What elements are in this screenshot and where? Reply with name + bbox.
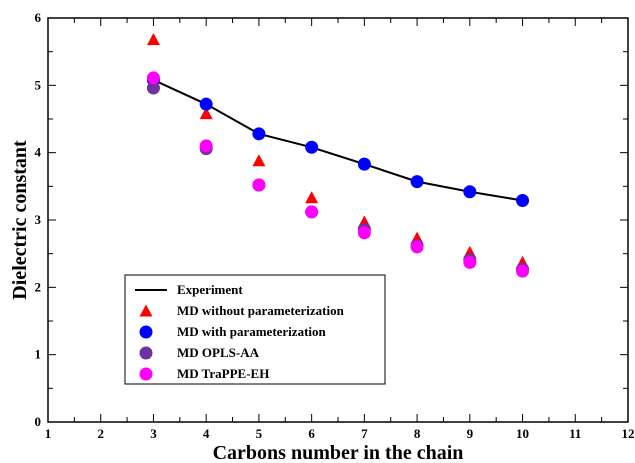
legend-entry: MD OPLS-AA xyxy=(139,345,260,360)
series-md-opls-aa xyxy=(146,81,530,276)
data-point-triangle xyxy=(146,33,160,46)
data-point-circle xyxy=(199,97,213,111)
y-tick-label: 2 xyxy=(35,279,42,294)
legend-label: MD TraPPE-EH xyxy=(177,366,269,381)
series-md-trappe-eh xyxy=(146,71,530,278)
data-point-circle xyxy=(252,127,266,141)
data-point-circle xyxy=(252,178,266,192)
legend-entry: Experiment xyxy=(135,282,243,297)
series-experiment xyxy=(153,79,523,202)
legend-label: Experiment xyxy=(177,282,243,297)
legend-entry: MD with parameterization xyxy=(139,324,327,339)
data-point-circle xyxy=(410,240,424,254)
data-point-circle xyxy=(305,140,319,154)
data-point-circle xyxy=(516,193,530,207)
y-tick-label: 0 xyxy=(35,414,42,429)
x-tick-label: 3 xyxy=(150,426,157,441)
data-point-circle xyxy=(146,81,160,95)
x-tick-label: 1 xyxy=(45,426,52,441)
data-point-triangle xyxy=(199,107,213,120)
x-tick-label: 4 xyxy=(203,426,210,441)
x-tick-label: 11 xyxy=(569,426,581,441)
data-point-triangle xyxy=(252,154,266,167)
legend: Experiment MD without parameterization MD … xyxy=(124,274,386,385)
x-tick-label: 12 xyxy=(622,426,635,441)
legend-circle-marker xyxy=(139,367,153,381)
legend-triangle-marker xyxy=(139,304,153,317)
y-tick-label: 6 xyxy=(35,10,42,25)
series-layer xyxy=(146,33,530,278)
x-tick-label: 6 xyxy=(308,426,315,441)
experiment-line xyxy=(153,79,523,202)
data-point-circle xyxy=(305,205,319,219)
x-tick-label: 10 xyxy=(516,426,529,441)
x-tick-label: 9 xyxy=(467,426,474,441)
x-axis-title: Carbons number in the chain xyxy=(213,442,464,463)
y-tick-label: 1 xyxy=(35,347,42,362)
x-tick-label: 7 xyxy=(361,426,368,441)
data-point-circle xyxy=(463,185,477,199)
legend-circle-marker xyxy=(139,346,153,360)
legend-entry: MD without parameterization xyxy=(139,303,345,318)
legend-label: MD OPLS-AA xyxy=(177,345,260,360)
legend-circle-marker xyxy=(139,325,153,339)
y-tick-label: 4 xyxy=(35,145,42,160)
x-tick-label: 2 xyxy=(97,426,104,441)
data-point-circle xyxy=(516,264,530,278)
x-tick-label: 8 xyxy=(414,426,421,441)
y-tick-label: 3 xyxy=(35,212,42,227)
legend-label: MD without parameterization xyxy=(177,303,345,318)
data-point-triangle xyxy=(305,191,319,204)
data-point-circle xyxy=(357,226,371,240)
data-point-circle xyxy=(357,157,371,171)
legend-label: MD with parameterization xyxy=(177,324,327,339)
data-point-circle xyxy=(146,71,160,85)
data-point-circle xyxy=(199,139,213,153)
legend-box xyxy=(124,274,386,385)
x-tick-label: 5 xyxy=(256,426,263,441)
data-point-circle xyxy=(463,255,477,269)
data-point-circle xyxy=(410,175,424,189)
y-axis-title: Dielectric constant xyxy=(9,140,31,300)
legend-entry: MD TraPPE-EH xyxy=(139,366,269,381)
y-tick-label: 5 xyxy=(35,77,42,92)
